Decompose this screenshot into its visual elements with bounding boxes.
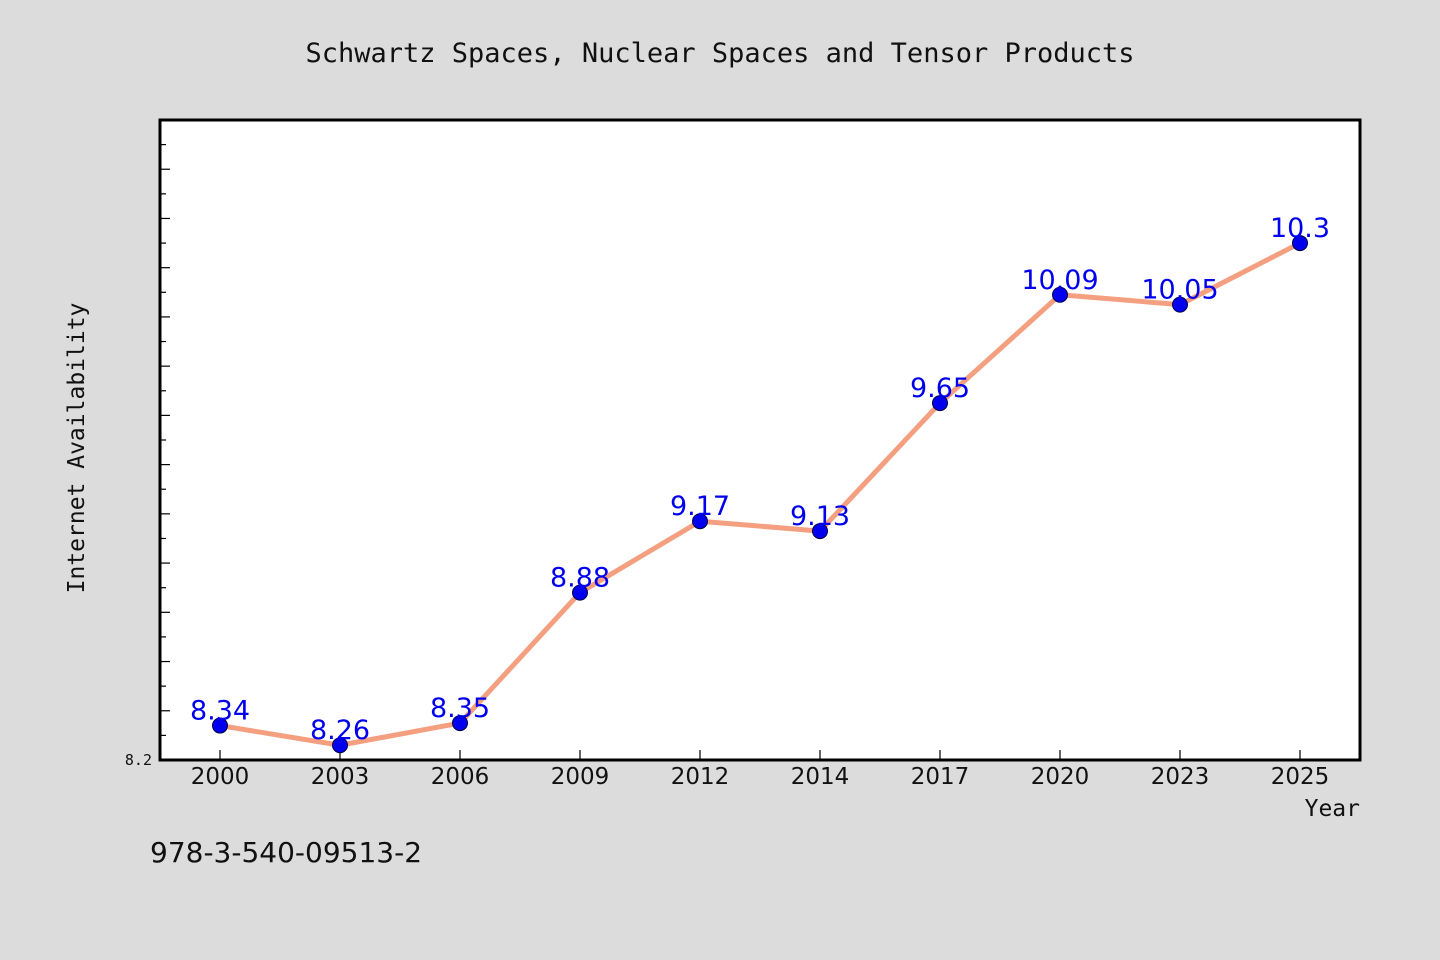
isbn-footnote: 978-3-540-09513-2 [150,836,422,869]
data-point [1292,235,1308,252]
data-point [932,395,948,412]
x-tick-label: 2003 [311,764,370,790]
plot-area [158,118,1362,762]
x-tick-label: 2012 [671,764,730,790]
data-point [332,737,348,754]
data-point [812,523,828,540]
data-label: 9.17 [670,491,730,522]
data-label: 8.88 [550,563,610,594]
x-tick-label: 2014 [791,764,850,790]
x-tick-label: 2017 [911,764,970,790]
data-point [692,513,708,530]
x-tick-label: 2020 [1031,764,1090,790]
data-point [212,717,228,734]
chart-title: Schwartz Spaces, Nuclear Spaces and Tens… [305,38,1134,69]
y-tick-label: 8.2 [125,751,152,769]
data-labels: 8.34 8.26 8.35 8.88 9.17 9.13 9.65 10.09 10.05 10… [190,213,1330,746]
data-point [1052,286,1068,303]
x-tick-label: 2023 [1151,764,1210,790]
data-label: 8.34 [190,696,250,727]
data-point [572,584,588,601]
data-label: 10.09 [1021,265,1098,296]
data-point [452,715,468,732]
data-label: 9.65 [910,373,970,404]
series-line [219,240,1302,748]
data-label: 10.05 [1141,275,1218,306]
x-tick-label: 2025 [1271,764,1330,790]
x-tick-label: 2000 [191,764,250,790]
series-group [212,235,1308,754]
data-point [1172,296,1188,313]
y-axis-ticks: 8.2 [125,119,170,769]
data-label: 8.26 [310,715,370,746]
x-tick-label: 2009 [551,764,610,790]
x-tick-label: 2006 [431,764,490,790]
data-label: 9.13 [790,501,850,532]
x-axis-ticks: 2000 2003 2006 2009 2012 2014 2017 2020 2023 2025 [191,750,1330,790]
x-axis-label: Year [1305,796,1360,822]
y-axis-label: Internet Availability [64,303,90,594]
data-label: 10.3 [1270,213,1330,244]
data-label: 8.35 [430,693,490,724]
